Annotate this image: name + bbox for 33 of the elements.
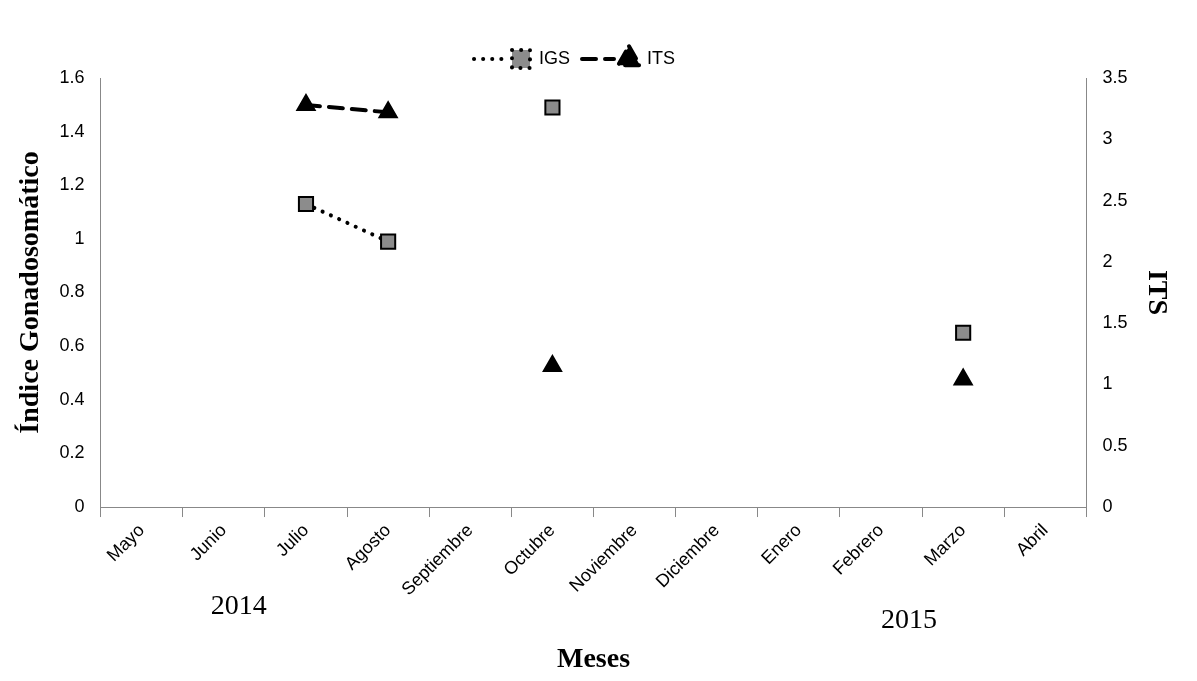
y-tick-label: 1 [74, 227, 85, 248]
point [955, 324, 972, 341]
point [378, 101, 398, 119]
point [380, 233, 397, 250]
y-tick-label: 1.6 [59, 66, 85, 87]
legend-label: ITS [647, 47, 676, 68]
x-tick-label: Julio [272, 519, 313, 561]
y2-tick-label: 0 [1102, 496, 1113, 517]
y-tick-label: 0 [74, 496, 85, 517]
point [953, 368, 973, 386]
y2-tick-label: 1 [1102, 373, 1113, 394]
y-tick-label: 0.6 [59, 335, 85, 356]
x-axis-title: Meses [556, 642, 631, 674]
legend-label: IGS [539, 47, 571, 68]
y2-tick-label: 2.5 [1102, 189, 1128, 210]
text: 2015 [880, 603, 937, 635]
y2-tick-label: 3 [1102, 128, 1113, 149]
point [296, 93, 316, 111]
y-axis-title: Índice Gonadosomático [13, 151, 45, 434]
y2-axis-title: ITS [1142, 269, 1174, 316]
y-tick-label: 1.2 [59, 174, 85, 195]
y2-tick-label: 2 [1102, 250, 1113, 271]
y-tick-label: 0.2 [59, 442, 85, 463]
point [544, 99, 561, 116]
y2-tick-label: 3.5 [1102, 66, 1128, 87]
text: 2014 [210, 589, 267, 621]
y-tick-label: 1.4 [59, 120, 85, 141]
y-tick-label: 0.8 [59, 281, 85, 302]
y2-tick-label: 0.5 [1102, 434, 1128, 455]
point [297, 195, 315, 213]
y2-tick-label: 1.5 [1102, 312, 1128, 333]
y-tick-label: 0.4 [59, 388, 85, 409]
point [542, 355, 563, 373]
